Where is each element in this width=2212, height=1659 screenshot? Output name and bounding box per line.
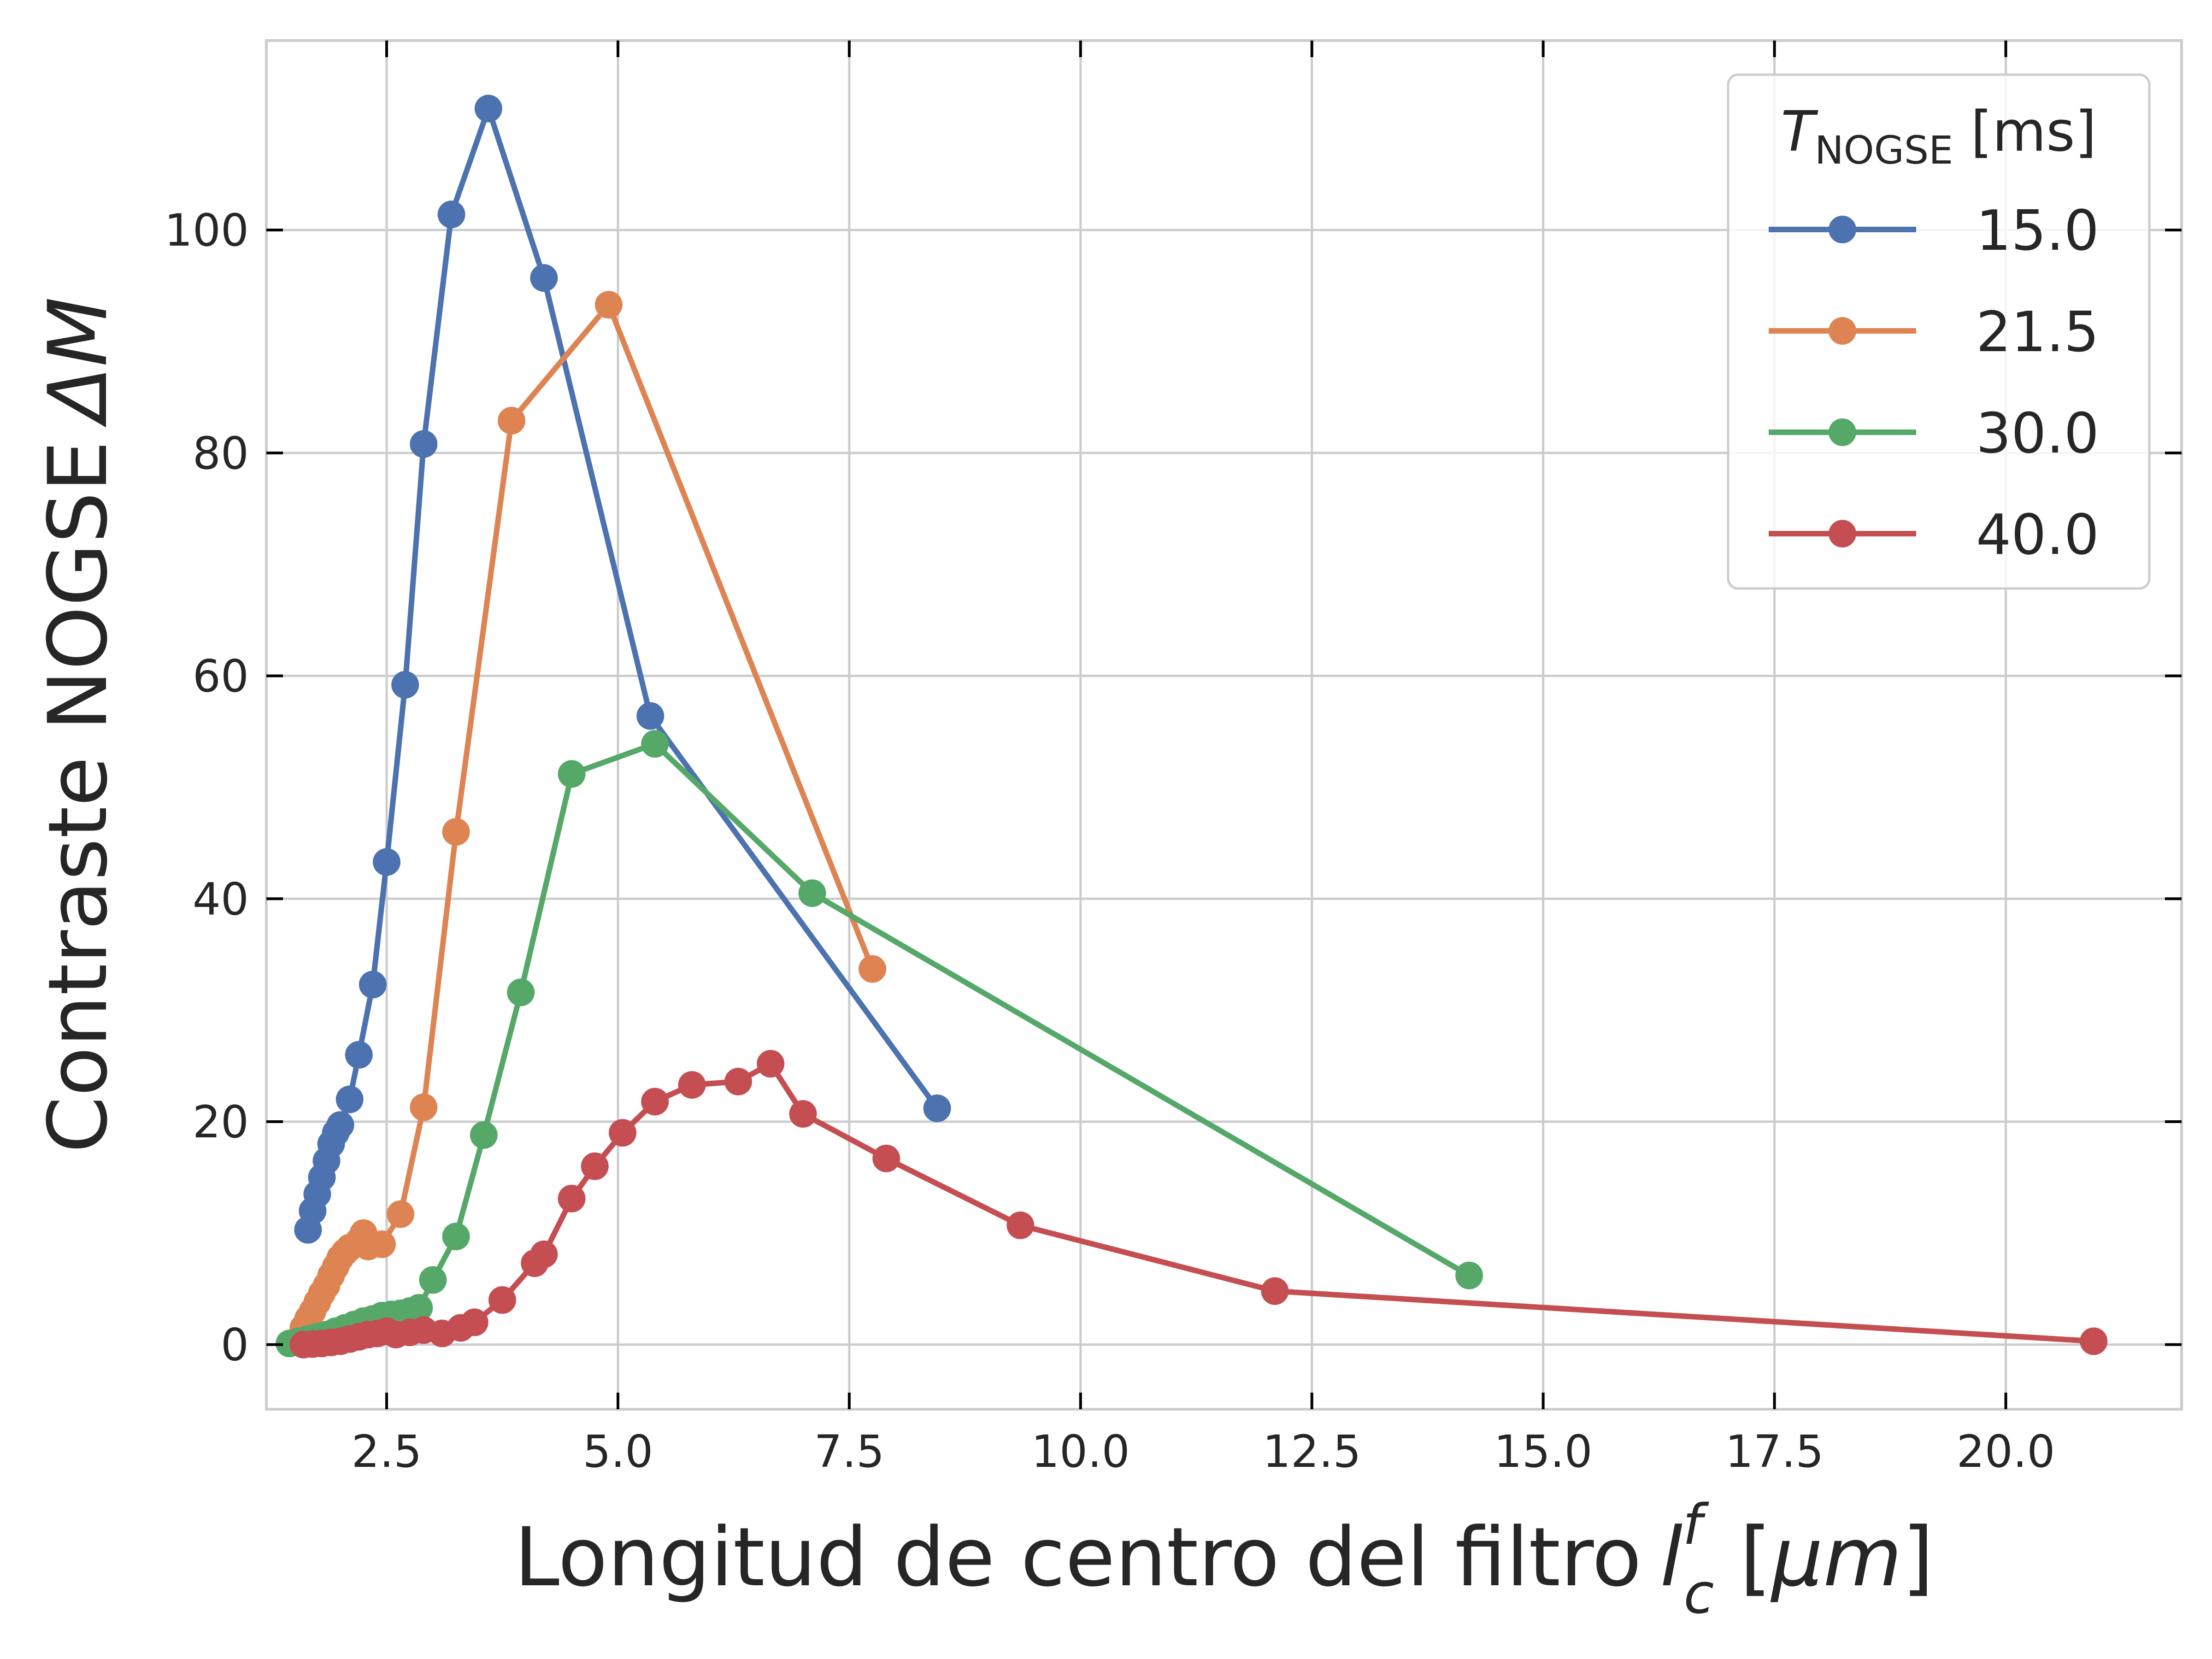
legend-title: TNOGSE [ms] [1781, 100, 2097, 173]
data-point [474, 94, 502, 123]
data-point [872, 1144, 900, 1172]
legend-entry: 21.5 [1769, 300, 2099, 365]
x-tick-label: 2.5 [352, 1426, 422, 1477]
data-point [757, 1050, 785, 1078]
x-axis-label-unit-close: ] [1902, 1510, 1934, 1605]
legend-marker [1829, 418, 1856, 446]
data-point [419, 1266, 447, 1294]
data-point [859, 955, 887, 983]
data-point [678, 1071, 706, 1099]
series-1 [289, 291, 887, 1342]
data-point [608, 1119, 636, 1147]
data-point [387, 1200, 415, 1228]
data-point [437, 200, 465, 229]
data-point [581, 1152, 609, 1180]
x-axis-label-text: Longitud de centro del filtro [514, 1510, 1641, 1605]
data-point [359, 971, 387, 999]
y-axis-label: Contraste NOGSE ΔM [31, 297, 125, 1153]
x-axis-label-subscript: c [1683, 1562, 1714, 1626]
data-point [558, 760, 586, 788]
x-tick-label: 20.0 [1957, 1426, 2055, 1477]
data-point [488, 1286, 516, 1314]
legend-box [1727, 73, 2151, 590]
legend-marker [1829, 317, 1856, 345]
legend-entry: 40.0 [1769, 503, 2099, 567]
y-tick-label: 100 [165, 205, 249, 256]
data-point [1261, 1277, 1289, 1305]
legend-entry: 30.0 [1769, 402, 2099, 466]
x-tick-label: 10.0 [1031, 1426, 1130, 1477]
data-point [335, 1085, 364, 1113]
series-3 [289, 1050, 2108, 1359]
data-point [636, 702, 665, 730]
data-point [530, 264, 558, 292]
legend-marker [1829, 520, 1856, 547]
legend-entry: 15.0 [1769, 199, 2099, 263]
ticks [266, 41, 2182, 1409]
x-tick-label: 17.5 [1725, 1426, 1824, 1477]
y-axis-label-text: Contraste NOGSE [31, 441, 125, 1153]
data-point [507, 978, 535, 1006]
y-tick-label: 20 [193, 1096, 249, 1148]
data-point [442, 1223, 470, 1251]
y-tick-label: 40 [193, 873, 249, 925]
data-point [405, 1294, 433, 1322]
legend-marker [1829, 216, 1856, 243]
x-tick-label: 5.0 [583, 1426, 653, 1477]
x-axis-label-unit-open: [ [1714, 1510, 1771, 1605]
data-point [923, 1094, 951, 1122]
x-axis-label: Longitud de centro del filtro lf c [μm] [514, 1493, 1934, 1626]
data-point [326, 1111, 354, 1139]
legend: TNOGSE [ms] 15.0 21.5 30.0 40.0 [1727, 73, 2151, 590]
x-axis-label-symbol: l [1660, 1510, 1683, 1605]
y-tick-label: 60 [193, 651, 249, 702]
data-point [1006, 1211, 1035, 1239]
data-point [442, 818, 470, 846]
legend-label: 21.5 [1976, 300, 2099, 365]
data-point [470, 1121, 498, 1149]
data-point [410, 1093, 438, 1121]
legend-entries: 15.0 21.5 30.0 40.0 [1769, 199, 2099, 567]
legend-label: 40.0 [1976, 503, 2099, 567]
x-tick-label: 15.0 [1494, 1426, 1593, 1477]
y-tick-label: 0 [221, 1319, 249, 1371]
data-point [1455, 1261, 1483, 1289]
x-tick-label: 12.5 [1263, 1426, 1361, 1477]
data-point [498, 406, 526, 435]
plot-frame [265, 39, 2183, 1411]
data-point [345, 1041, 373, 1069]
data-point [410, 430, 438, 458]
series-layer [276, 94, 2108, 1359]
y-axis-label-symbol: ΔM [31, 297, 125, 428]
data-point [2080, 1327, 2108, 1355]
legend-label: 15.0 [1976, 199, 2099, 263]
data-point [368, 1230, 396, 1259]
y-tick-label: 80 [193, 428, 249, 479]
legend-label: 30.0 [1976, 402, 2099, 466]
x-tick-label: 7.5 [814, 1426, 885, 1477]
data-point [641, 730, 669, 758]
data-point [641, 1088, 669, 1116]
legend-title-subscript: NOGSE [1815, 128, 1953, 173]
data-point [789, 1100, 817, 1128]
data-point [530, 1240, 558, 1268]
data-point [460, 1308, 488, 1336]
data-point [594, 291, 623, 319]
series-0 [294, 94, 951, 1244]
data-point [391, 671, 419, 699]
data-point [558, 1184, 586, 1212]
legend-title-symbol: T [1781, 100, 1819, 164]
data-point [724, 1067, 752, 1095]
data-point [798, 879, 826, 907]
x-axis-label-unit: μm [1770, 1510, 1902, 1605]
tick-labels: 2.5 5.0 7.5 10.0 12.5 15.0 17.5 20.0 0 20 40 60 80 10… [165, 205, 2055, 1477]
data-point [373, 848, 401, 876]
legend-title-unit: [ms] [1953, 100, 2096, 164]
